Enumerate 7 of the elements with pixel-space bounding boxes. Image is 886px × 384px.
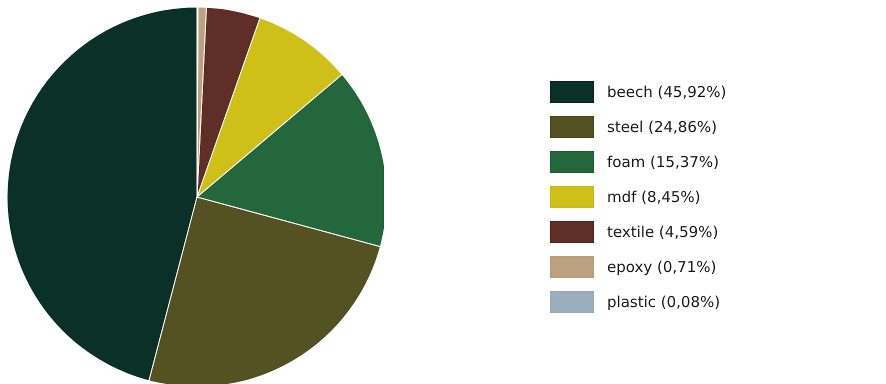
legend-label: steel (24,86%) <box>607 118 717 136</box>
legend-label: mdf (8,45%) <box>607 188 701 206</box>
legend-label: textile (4,59%) <box>607 222 718 240</box>
legend-label: foam (15,37%) <box>607 152 719 170</box>
legend-label: beech (45,92%) <box>607 82 726 100</box>
legend-label: epoxy (0,71%) <box>607 258 716 276</box>
legend-label: plastic (0,08%) <box>607 292 720 310</box>
